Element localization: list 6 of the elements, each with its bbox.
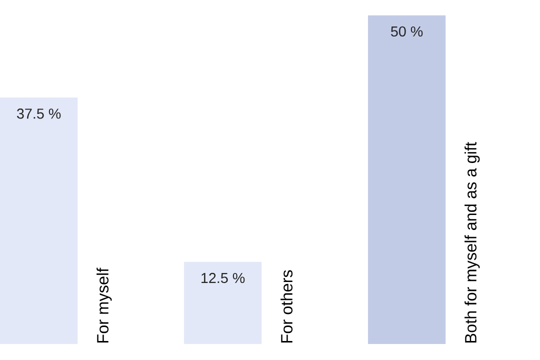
data-label: 37.5 % xyxy=(16,108,61,119)
data-label: 50 % xyxy=(390,26,423,36)
x-tick-label: For others xyxy=(280,270,293,342)
x-tick-label: For myself xyxy=(96,268,112,342)
x-tick-label: Both for myself and as a gift xyxy=(464,142,480,342)
data-label: 12.5 % xyxy=(202,272,245,283)
